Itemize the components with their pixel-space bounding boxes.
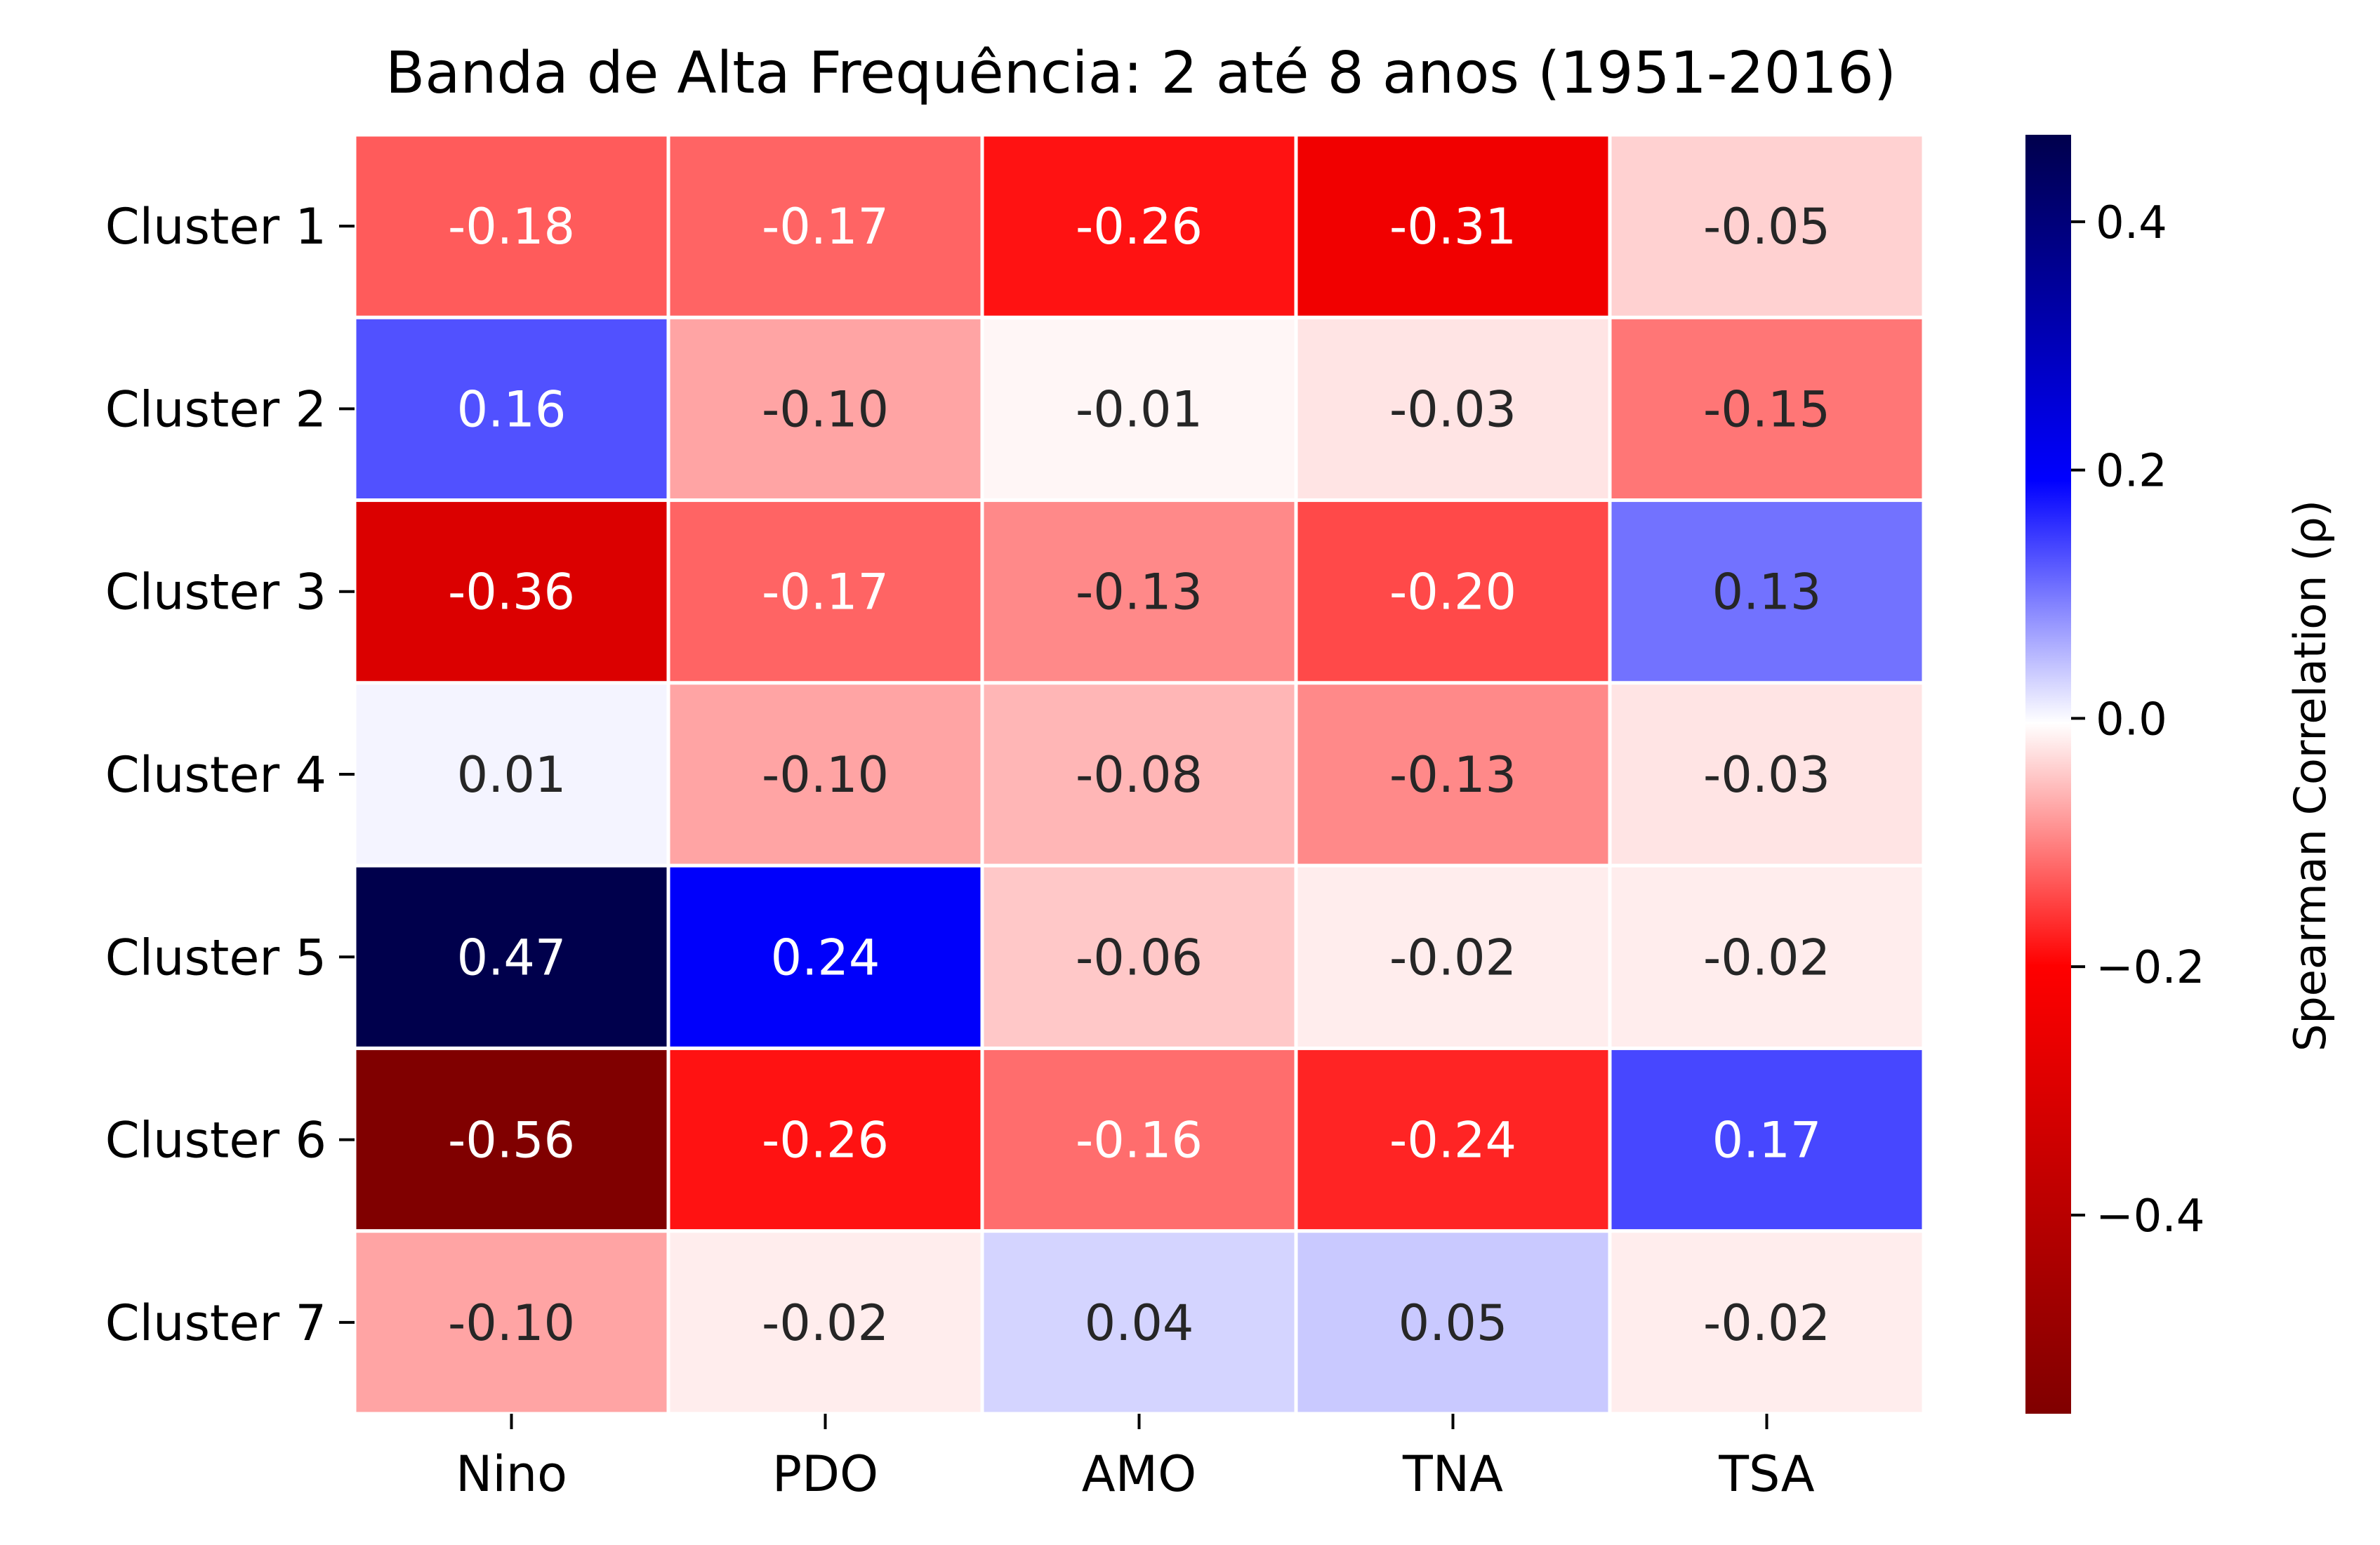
cell-value-label: -0.08	[1076, 746, 1203, 804]
y-tick-label: Cluster 2	[105, 380, 326, 438]
heatmap-cell	[980, 863, 1298, 1050]
colorbar: 0.4 0.2 0.0 −0.2 −0.4 Spearman Correlation (…	[2025, 135, 2336, 1414]
heatmap-cell	[1608, 863, 1926, 1050]
cell-value-label: 0.05	[1399, 1294, 1508, 1352]
x-tick-label: PDO	[772, 1445, 878, 1503]
y-axis: Cluster 1 Cluster 2 Cluster 3 Cluster 4 Clus…	[105, 198, 355, 1352]
cell-value-label: -0.02	[1703, 1294, 1830, 1352]
chart-title: Banda de Alta Frequência: 2 até 8 anos (…	[385, 40, 1896, 107]
heatmap-cell	[1608, 1046, 1926, 1233]
cell-value-label: -0.26	[762, 1112, 889, 1169]
y-tick-label: Cluster 4	[105, 746, 326, 804]
heatmap-cell	[1608, 498, 1926, 685]
cell-value-label: -0.02	[1703, 929, 1830, 986]
heatmap-cell	[352, 133, 670, 319]
heatmap-cell	[980, 681, 1298, 868]
cell-value-label: -0.26	[1076, 198, 1203, 256]
cell-value-label: -0.13	[1076, 564, 1203, 621]
colorbar-tick-label: −0.2	[2096, 942, 2204, 994]
cell-value-label: 0.17	[1712, 1112, 1822, 1169]
x-tick-label: Nino	[456, 1445, 567, 1503]
cell-value-label: -0.10	[762, 380, 889, 438]
cell-value-label: -0.16	[1076, 1112, 1203, 1169]
cell-value-label: -0.20	[1389, 564, 1516, 621]
cell-value-label: -0.17	[762, 198, 889, 256]
x-tick-label: AMO	[1082, 1445, 1196, 1503]
cell-value-label: -0.17	[762, 564, 889, 621]
heatmap-cell	[666, 133, 984, 319]
heatmap-cell	[1294, 133, 1612, 319]
colorbar-ticks: 0.4 0.2 0.0 −0.2 −0.4	[2071, 197, 2204, 1242]
cell-value-label: -0.13	[1389, 746, 1516, 804]
cell-value-label: 0.04	[1085, 1294, 1194, 1352]
cell-value-label: -0.10	[448, 1294, 575, 1352]
cell-value-label: 0.16	[457, 380, 567, 438]
heatmap-cell	[666, 863, 984, 1050]
cell-value-label: -0.06	[1076, 929, 1203, 986]
colorbar-tick-label: 0.4	[2096, 197, 2167, 249]
cell-value-label: -0.15	[1703, 380, 1830, 438]
y-tick-label: Cluster 7	[105, 1294, 326, 1352]
heatmap-cell	[980, 133, 1298, 319]
x-tick-label: TNA	[1402, 1445, 1503, 1503]
cell-value-label: -0.05	[1703, 198, 1830, 256]
colorbar-tick-label: −0.4	[2096, 1191, 2204, 1242]
colorbar-label: Spearman Correlation (ρ)	[2285, 500, 2336, 1052]
cell-value-label: -0.36	[448, 564, 575, 621]
cell-value-label: -0.03	[1703, 746, 1830, 804]
colorbar-tick-label: 0.0	[2096, 694, 2167, 745]
heatmap-cell	[980, 315, 1298, 503]
y-tick-label: Cluster 5	[105, 929, 326, 986]
heatmap-cell	[666, 1046, 984, 1233]
x-tick-label: TSA	[1718, 1445, 1814, 1503]
colorbar-gradient	[2025, 135, 2071, 1414]
cell-value-label: -0.24	[1389, 1112, 1516, 1169]
heatmap-cell	[1608, 315, 1926, 503]
heatmap-cell	[352, 1229, 670, 1416]
x-axis: Nino PDO AMO TNA TSA	[456, 1414, 1815, 1503]
cell-value-label: -0.10	[762, 746, 889, 804]
cell-value-label: -0.18	[448, 198, 575, 256]
cell-value-label: -0.02	[1389, 929, 1516, 986]
cell-value-label: 0.13	[1712, 564, 1822, 621]
cell-value-label: 0.47	[457, 929, 567, 986]
heatmap-cell	[1294, 1046, 1612, 1233]
heatmap-cell	[980, 1046, 1298, 1233]
y-tick-label: Cluster 3	[105, 564, 326, 621]
cell-value-label: 0.01	[457, 746, 567, 804]
colorbar-tick-label: 0.2	[2096, 446, 2167, 498]
heatmap-cell	[1294, 498, 1612, 685]
heatmap-cell	[666, 681, 984, 868]
cell-value-label: -0.02	[762, 1294, 889, 1352]
cell-value-label: -0.03	[1389, 380, 1516, 438]
y-tick-label: Cluster 1	[105, 198, 326, 256]
heatmap-cell	[1608, 681, 1926, 868]
heatmap-cell	[666, 498, 984, 685]
cell-value-label: -0.31	[1389, 198, 1516, 256]
heatmap-cell	[352, 863, 670, 1050]
y-tick-label: Cluster 6	[105, 1112, 326, 1169]
cell-value-label: -0.56	[448, 1112, 575, 1169]
heatmap-cell	[1294, 681, 1612, 868]
cell-value-label: 0.24	[771, 929, 880, 986]
heatmap-cells: -0.18 -0.17 -0.26 -0.31 -0.05 0.16 -0.10 -0.01 -…	[352, 133, 1926, 1416]
cell-value-label: -0.01	[1076, 380, 1203, 438]
